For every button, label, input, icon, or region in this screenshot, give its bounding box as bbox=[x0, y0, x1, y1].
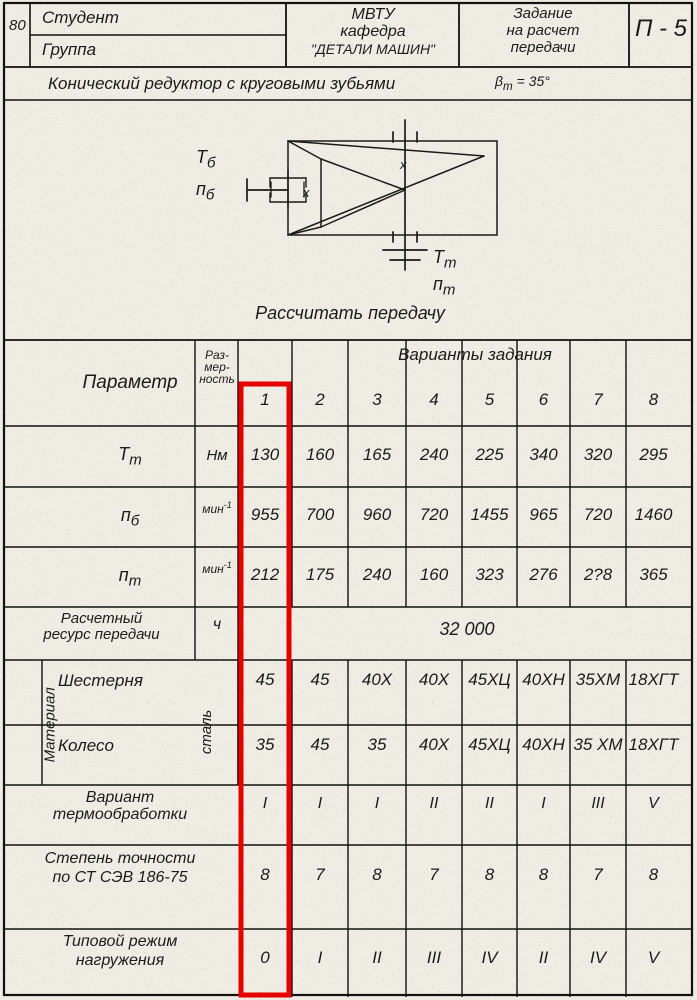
svg-text:x: x bbox=[399, 157, 407, 172]
svg-text:x: x bbox=[302, 185, 310, 200]
